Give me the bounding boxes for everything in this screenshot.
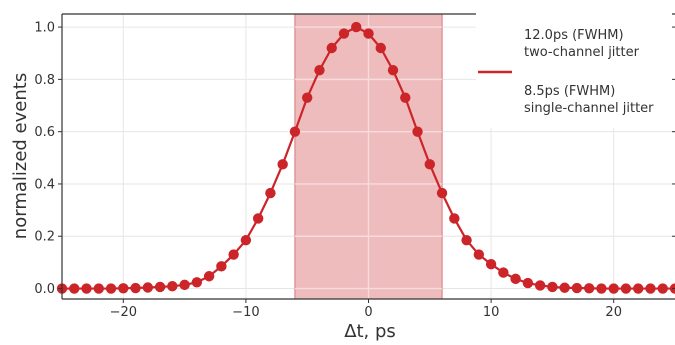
data-point — [534, 280, 546, 291]
data-point — [338, 28, 350, 39]
data-point — [375, 42, 386, 54]
series-layer — [56, 21, 675, 294]
data-point — [657, 283, 668, 294]
data-point — [216, 261, 227, 272]
data-point — [105, 283, 117, 294]
x-tick-label: 10 — [483, 305, 500, 320]
data-point — [510, 273, 521, 285]
data-point — [633, 283, 644, 294]
data-point — [351, 21, 362, 33]
data-point — [498, 267, 509, 278]
data-point — [69, 283, 80, 294]
y-tick-label: 1.0 — [34, 21, 55, 36]
data-point — [179, 279, 190, 291]
data-point — [191, 277, 203, 288]
legend-entry-2-line2: single-channel jitter — [524, 101, 654, 116]
data-point — [326, 42, 337, 54]
data-point — [302, 92, 313, 103]
x-tick-label: −20 — [110, 305, 137, 320]
legend: 12.0ps (FWHM) two-channel jitter 8.5ps (… — [476, 8, 672, 128]
y-tick-label: 0.8 — [34, 73, 55, 88]
x-tick-label: −10 — [232, 305, 259, 320]
data-point — [596, 283, 607, 294]
y-tick-label: 0.6 — [34, 125, 55, 140]
shaded-region-layer — [294, 14, 443, 299]
data-point — [583, 283, 595, 294]
data-point — [93, 283, 104, 294]
data-point — [154, 281, 166, 293]
data-point — [314, 65, 325, 76]
data-point — [265, 187, 276, 199]
data-point — [449, 213, 460, 224]
data-point — [547, 281, 558, 293]
data-point — [130, 282, 141, 294]
data-point — [436, 187, 448, 199]
data-point — [289, 126, 301, 137]
legend-entry-1-line1: 12.0ps (FWHM) — [524, 28, 624, 43]
data-point — [252, 213, 264, 224]
legend-entry-1-line2: two-channel jitter — [524, 45, 640, 60]
data-point — [81, 283, 92, 294]
x-axis-label: Δt, ps — [344, 321, 396, 342]
data-point — [118, 283, 129, 294]
data-point — [228, 249, 239, 260]
data-point — [240, 234, 252, 246]
data-point — [473, 249, 485, 260]
data-point — [559, 282, 570, 293]
data-point — [387, 65, 399, 76]
data-point — [203, 271, 215, 282]
data-point — [142, 282, 154, 293]
legend-entry-2-line1: 8.5ps (FWHM) — [524, 84, 615, 99]
y-tick-label: 0.4 — [34, 177, 55, 192]
x-tick-label: 0 — [364, 305, 372, 320]
data-point — [645, 283, 656, 294]
data-point — [363, 28, 374, 39]
y-tick-label: 0.0 — [34, 282, 55, 297]
x-tick-label: 20 — [605, 305, 622, 320]
data-point — [620, 283, 632, 294]
data-point — [571, 282, 583, 294]
data-point — [485, 259, 497, 270]
data-point — [424, 159, 435, 170]
y-axis-label: normalized events — [10, 73, 31, 239]
data-point — [167, 280, 178, 292]
data-point — [412, 126, 423, 137]
y-tick-label: 0.2 — [34, 230, 55, 245]
data-point — [522, 277, 534, 289]
data-point — [400, 92, 411, 103]
legend-box — [476, 8, 672, 128]
data-point — [277, 159, 288, 170]
data-point — [608, 283, 619, 294]
data-point — [461, 234, 472, 246]
